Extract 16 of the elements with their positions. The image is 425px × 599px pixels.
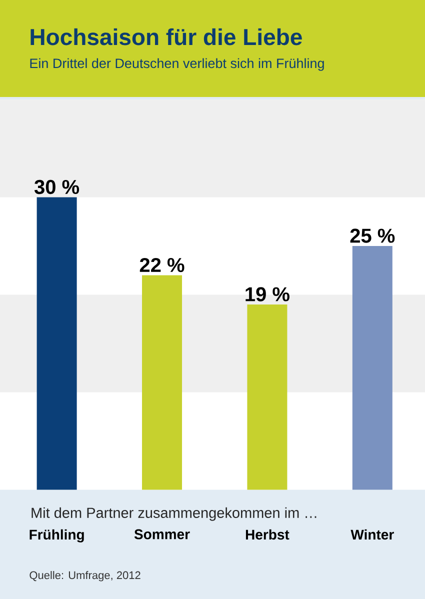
x-tick-label: Herbst: [246, 529, 290, 540]
bar: [36, 197, 77, 490]
data-label: 25 %: [350, 228, 395, 243]
x-axis-title: Mit dem Partner zusammengekommen im …: [32, 507, 316, 521]
data-label: 30 %: [34, 180, 80, 194]
x-tick-label: Frühling: [30, 529, 84, 542]
data-label: 22 %: [140, 258, 184, 272]
chart-subtitle: Ein Drittel der Deutschen verliebt sich im Frühling: [30, 58, 324, 71]
chart-title: Hochsaison für die Liebe: [30, 28, 302, 46]
bar: [247, 304, 288, 490]
data-label: 19 %: [246, 287, 290, 302]
x-tick-label: Sommer: [134, 529, 190, 540]
source-note: Quelle: Umfrage, 2012: [30, 571, 140, 582]
bar: [352, 246, 392, 490]
bar: [142, 275, 182, 490]
x-tick-label: Winter: [350, 529, 394, 540]
